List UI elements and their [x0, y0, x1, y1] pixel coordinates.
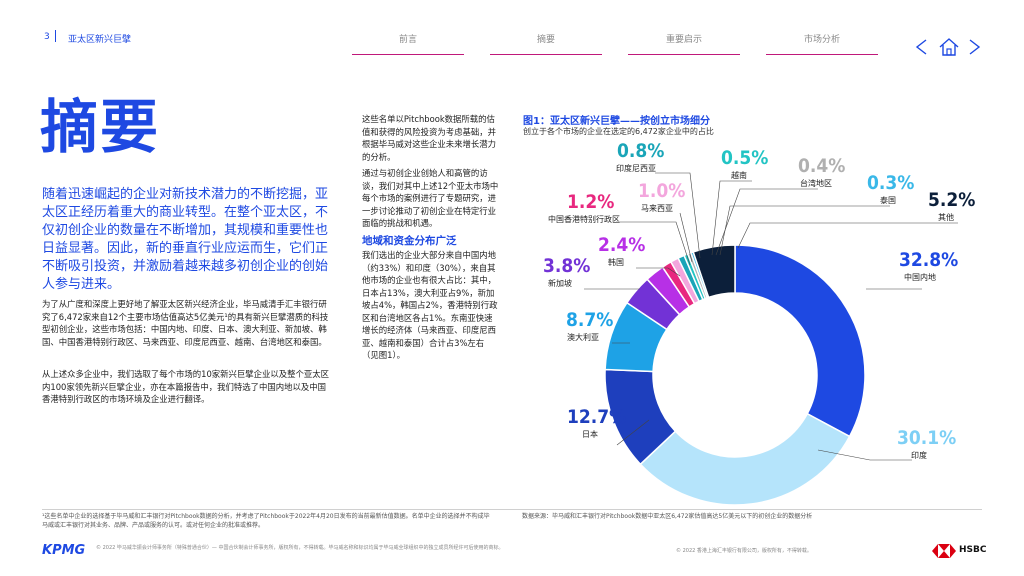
tab-preface-underline [352, 54, 464, 55]
page-number: 3 [44, 32, 50, 42]
label-korea: 韩国 [608, 258, 624, 267]
label-indonesia: 印度尼西亚 [616, 164, 656, 173]
kpmg-logo: KPMG [42, 543, 86, 558]
tab-summary[interactable]: 摘要 [536, 35, 555, 45]
tab-market-analysis[interactable]: 市场分析 [803, 35, 840, 45]
label-thailand: 泰国 [880, 196, 896, 205]
body-paragraph-1: 为了从广度和深度上更好地了解亚太区新兴经济企业，毕马威清手汇丰银行研究了6,47… [42, 299, 329, 347]
figure-title: 图1：亚太区新兴巨擘——按创立市场细分 [523, 116, 710, 127]
label-pct-other: 5.2% [928, 189, 976, 211]
tab-preface[interactable]: 前言 [398, 35, 417, 45]
label-australia: 澳大利亚 [567, 333, 599, 342]
hsbc-logo: HSBC [959, 545, 987, 555]
label-china: 中国内地 [904, 273, 936, 282]
lead-paragraph: 随着迅速崛起的企业对新技术潜力的不断挖掘，亚太区正经历着重大的商业转型。在整个亚… [42, 187, 329, 292]
label-pct-singapore: 3.8% [543, 255, 591, 277]
label-pct-australia: 8.7% [566, 309, 614, 331]
figure-subtitle: 创立于各个市场的企业在选定的6,472家企业中的占比 [523, 127, 714, 136]
donut-slice-12 [692, 244, 736, 299]
label-pct-india: 30.1% [897, 427, 957, 449]
label-pct-korea: 2.4% [598, 234, 646, 256]
label-pct-china: 32.8% [899, 249, 959, 271]
tab-key-insights-underline [628, 54, 740, 55]
label-pct-malaysia: 1.0% [638, 180, 686, 202]
tab-key-insights[interactable]: 重要启示 [665, 35, 702, 45]
kpmg-legal: © 2022 毕马威华振会计师事务所（特殊普通合伙）— 中国合伙制会计师事务所，… [96, 545, 504, 551]
label-pct-hongkong: 1.2% [567, 191, 615, 213]
label-pct-vietnam: 0.5% [721, 147, 769, 169]
header-divider [55, 30, 56, 42]
home-icon[interactable] [938, 37, 960, 57]
label-singapore: 新加坡 [548, 279, 572, 288]
label-pct-indonesia: 0.8% [617, 140, 665, 162]
label-hongkong: 中国香港特别行政区 [548, 215, 620, 224]
tab-market-analysis-underline [766, 54, 878, 55]
label-india: 印度 [911, 451, 927, 460]
donut-slice-0 [734, 244, 866, 438]
page-title: 摘要 [40, 93, 161, 161]
label-other: 其他 [938, 213, 954, 222]
col2-paragraph-3: 我们选出的企业大部分来自中国内地（约33%）和印度（30%），来自其他市场的企业… [362, 250, 498, 360]
col2-paragraph-2: 通过与初创企业创始人和高管的访谈，我们对其中上述12个亚太市场中每个市场的案例进… [362, 168, 499, 228]
donut-chart [604, 244, 866, 506]
footnote: ¹这些名单中企业的选择基于毕马威和汇丰银行对Pitchbook数据的分析，并考虑… [42, 513, 490, 529]
col2-section-heading: 地域和资金分布广泛 [362, 235, 457, 247]
donut-slice-1 [639, 412, 851, 506]
body-paragraph-2: 从上述众多企业中，我们选取了每个市场的10家新兴巨擘企业以及整个亚太区内100家… [42, 369, 330, 404]
hsbc-hexagon-icon [932, 544, 956, 558]
tab-summary-underline [490, 54, 602, 55]
label-pct-japan: 12.7% [567, 406, 627, 428]
next-page-icon[interactable] [968, 38, 982, 56]
label-japan: 日本 [582, 430, 598, 439]
label-malaysia: 马来西亚 [641, 204, 673, 213]
col2-paragraph-1: 这些名单以Pitchbook数据所载的估值和获得的风险投资为考虑基础，并根据毕马… [362, 114, 496, 162]
previous-page-icon[interactable] [914, 38, 928, 56]
section-title[interactable]: 亚太区新兴巨擘 [68, 35, 132, 45]
label-vietnam: 越南 [731, 171, 747, 180]
label-taiwan: 台湾地区 [800, 179, 832, 188]
footer-divider [42, 509, 982, 510]
hsbc-legal: © 2022 香港上海汇丰银行有限公司，版权所有，不得转载。 [676, 548, 812, 554]
label-pct-thailand: 0.3% [867, 172, 915, 194]
label-pct-taiwan: 0.4% [798, 155, 846, 177]
source-note: 数据来源：毕马威和汇丰银行对Pitchbook数据中亚太区6,472家估值高达5… [522, 513, 813, 520]
